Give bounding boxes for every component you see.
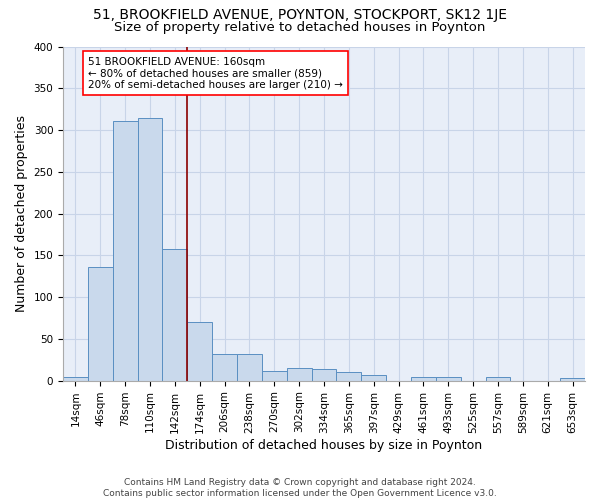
- Bar: [436, 378, 461, 380]
- Bar: [411, 378, 436, 380]
- Bar: [113, 121, 137, 380]
- Bar: [212, 354, 237, 380]
- Bar: [337, 372, 361, 380]
- X-axis label: Distribution of detached houses by size in Poynton: Distribution of detached houses by size …: [166, 440, 482, 452]
- Y-axis label: Number of detached properties: Number of detached properties: [15, 115, 28, 312]
- Bar: [88, 267, 113, 380]
- Text: Contains HM Land Registry data © Crown copyright and database right 2024.
Contai: Contains HM Land Registry data © Crown c…: [103, 478, 497, 498]
- Bar: [262, 370, 287, 380]
- Text: 51 BROOKFIELD AVENUE: 160sqm
← 80% of detached houses are smaller (859)
20% of s: 51 BROOKFIELD AVENUE: 160sqm ← 80% of de…: [88, 56, 343, 90]
- Bar: [485, 378, 511, 380]
- Bar: [237, 354, 262, 380]
- Bar: [163, 248, 187, 380]
- Bar: [311, 369, 337, 380]
- Bar: [137, 118, 163, 380]
- Text: Size of property relative to detached houses in Poynton: Size of property relative to detached ho…: [115, 21, 485, 34]
- Bar: [287, 368, 311, 380]
- Bar: [63, 378, 88, 380]
- Bar: [560, 378, 585, 380]
- Bar: [187, 322, 212, 380]
- Text: 51, BROOKFIELD AVENUE, POYNTON, STOCKPORT, SK12 1JE: 51, BROOKFIELD AVENUE, POYNTON, STOCKPOR…: [93, 8, 507, 22]
- Bar: [361, 375, 386, 380]
